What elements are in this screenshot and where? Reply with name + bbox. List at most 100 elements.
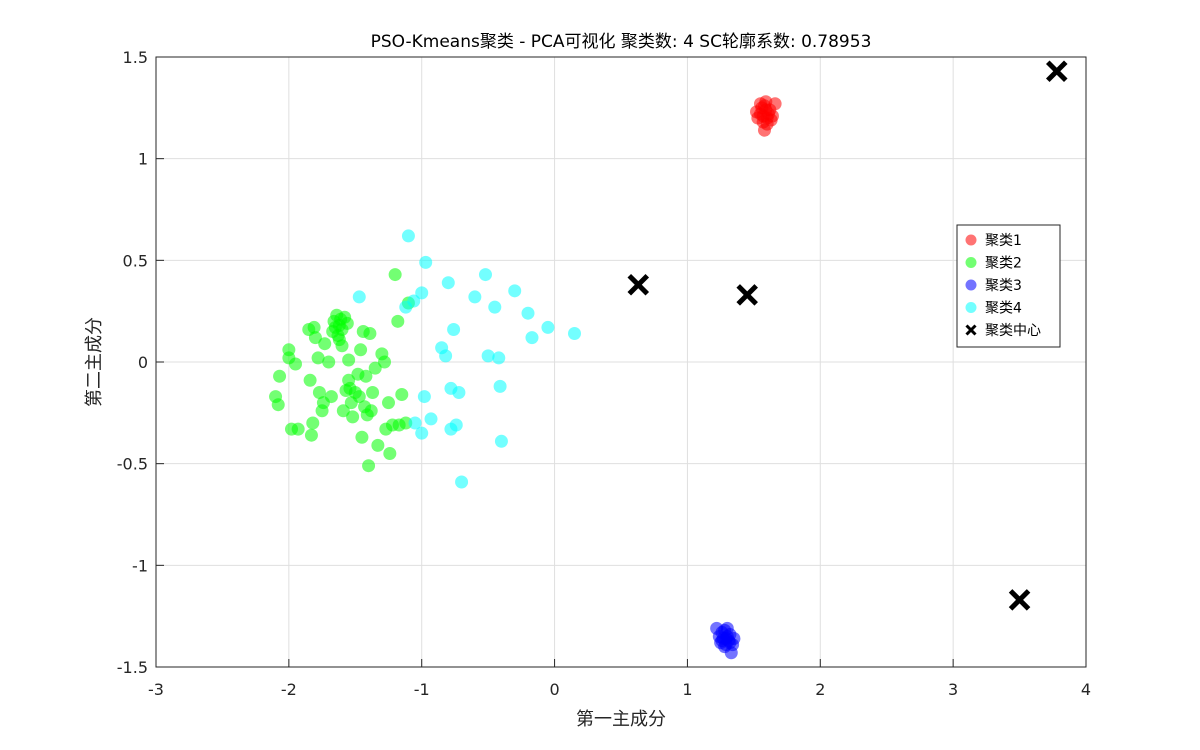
- cluster-center-marker: [627, 273, 650, 296]
- cluster-2-point: [322, 355, 336, 369]
- chart-title: PSO-Kmeans聚类 - PCA可视化 聚类数: 4 SC轮廓系数: 0.7…: [371, 32, 872, 52]
- cluster-2-point: [378, 355, 392, 369]
- cluster-2-point: [354, 343, 368, 357]
- legend-marker-center: [965, 324, 977, 336]
- cluster-2-point: [388, 268, 402, 282]
- cluster-3-point: [720, 621, 734, 635]
- legend-label: 聚类2: [985, 256, 1022, 272]
- cluster-2-point: [362, 459, 376, 473]
- cluster-2-point: [340, 316, 354, 330]
- cluster-2-point: [308, 331, 322, 345]
- cluster-4-point: [508, 284, 522, 298]
- cluster-4-point: [455, 475, 469, 489]
- cluster-2-point: [335, 339, 349, 353]
- y-tick-label: 0: [138, 353, 148, 372]
- cluster-2-point: [363, 327, 377, 341]
- y-axis-title: 第二主成分: [84, 317, 105, 407]
- x-tick-label: 1: [682, 680, 692, 699]
- cluster-2-point: [336, 404, 350, 418]
- data-points: [269, 60, 1068, 660]
- cluster-4-point: [494, 434, 508, 448]
- cluster-4-point: [478, 268, 492, 282]
- x-tick-label: 3: [948, 680, 958, 699]
- y-tick-label: -0.5: [117, 455, 148, 474]
- cluster-1-point: [757, 123, 771, 137]
- cluster-2-point: [368, 361, 382, 375]
- x-tick-label: 0: [549, 680, 559, 699]
- y-tick-label: 1.5: [123, 48, 148, 67]
- cluster-4-point: [493, 379, 507, 393]
- cluster-4-point: [444, 422, 458, 436]
- cluster-2-point: [359, 369, 373, 383]
- cluster-3-point: [719, 632, 733, 646]
- x-tick-label: 4: [1081, 680, 1091, 699]
- x-marker-stroke: [1046, 60, 1068, 83]
- cluster-2-point: [355, 430, 369, 444]
- cluster-4-point: [441, 276, 455, 290]
- cluster-4-point: [352, 290, 366, 304]
- cluster-2-point: [366, 386, 380, 399]
- cluster-4-point: [468, 290, 482, 304]
- legend-label: 聚类中心: [985, 323, 1041, 339]
- x-tick-label: -1: [414, 680, 430, 699]
- cluster-4-point: [492, 351, 506, 365]
- legend-marker: [965, 234, 977, 246]
- cluster-4-point: [452, 386, 466, 399]
- cluster-4-point: [419, 255, 433, 269]
- cluster-4-point: [541, 320, 555, 334]
- legend-label: 聚类3: [985, 278, 1022, 294]
- x-axis-title: 第一主成分: [576, 709, 666, 730]
- cluster-2-point: [324, 390, 338, 404]
- cluster-4-point: [408, 416, 422, 430]
- cluster-2-point: [364, 404, 378, 418]
- cluster-1-point: [759, 103, 773, 117]
- x-marker-stroke: [1008, 589, 1031, 611]
- cluster-2-point: [382, 396, 395, 410]
- cluster-2-point: [304, 428, 318, 442]
- cluster-2-point: [307, 320, 321, 334]
- cluster-2-point: [346, 410, 360, 424]
- cluster-2-point: [391, 314, 405, 328]
- y-tick-label: 0.5: [123, 251, 148, 270]
- cluster-2-point: [318, 337, 332, 351]
- cluster-2-point: [342, 353, 356, 367]
- x-tick-label: 2: [815, 680, 825, 699]
- cluster-4-point: [407, 294, 421, 308]
- x-tick-label: -3: [148, 680, 164, 699]
- cluster-2-point: [271, 398, 285, 412]
- cluster-center-marker: [1046, 60, 1068, 83]
- cluster-2-point: [289, 357, 302, 371]
- x-marker-stroke: [627, 273, 650, 296]
- legend-marker: [965, 257, 977, 268]
- y-tick-label: -1: [132, 556, 148, 575]
- cluster-2-point: [311, 351, 325, 365]
- cluster-4-point: [424, 412, 438, 426]
- cluster-2-point: [395, 388, 409, 402]
- y-tick-label: 1: [138, 150, 148, 169]
- cluster-4-point: [521, 306, 535, 320]
- cluster-2-point: [352, 390, 366, 404]
- cluster-2-point: [399, 416, 413, 430]
- cluster-4-point: [417, 390, 431, 404]
- cluster-4-point: [481, 349, 495, 363]
- x-tick-label: -2: [281, 680, 297, 699]
- cluster-4-point: [447, 322, 461, 336]
- cluster-1-point: [768, 97, 782, 111]
- cluster-4-point: [568, 327, 581, 341]
- cluster-2-point: [312, 386, 326, 399]
- cluster-4-point: [415, 426, 429, 440]
- x-marker-stroke: [965, 324, 977, 336]
- cluster-4-point: [401, 229, 415, 243]
- cluster-center-marker: [1008, 589, 1031, 611]
- legend-marker: [965, 302, 977, 313]
- legend: 聚类1 聚类2 聚类3 聚类4 聚类中心: [956, 224, 1061, 348]
- cluster-2-point: [306, 416, 320, 430]
- cluster-4-point: [488, 300, 502, 314]
- legend-marker: [965, 279, 977, 291]
- legend-label: 聚类1: [985, 233, 1022, 249]
- cluster-4-point: [415, 286, 429, 300]
- cluster-2-point: [371, 438, 385, 452]
- y-tick-label: -1.5: [117, 658, 148, 677]
- cluster-center-marker: [736, 284, 758, 306]
